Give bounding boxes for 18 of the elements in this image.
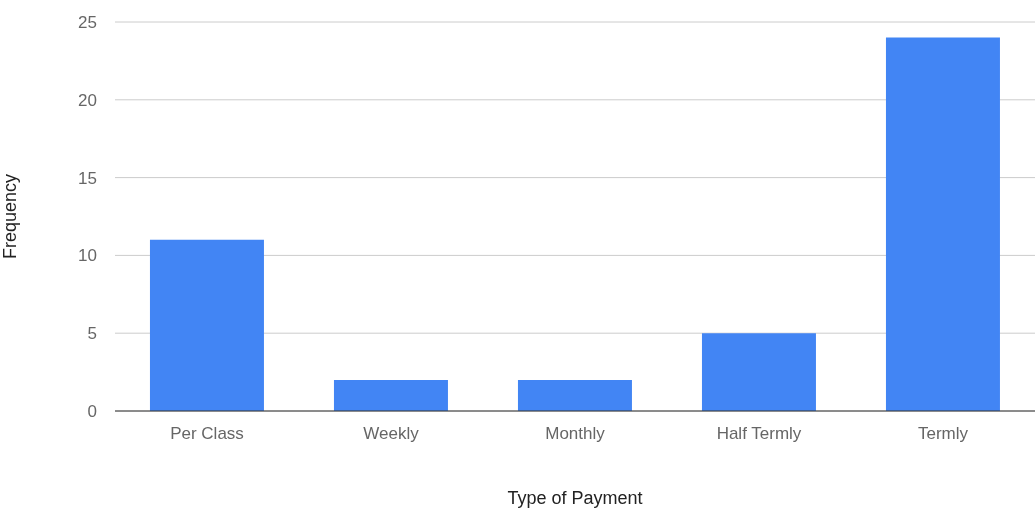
bar — [149, 239, 264, 411]
x-axis-title: Type of Payment — [507, 488, 643, 508]
bar — [885, 37, 1000, 411]
y-tick-label: 20 — [78, 90, 97, 110]
x-tick-label: Weekly — [363, 424, 420, 444]
x-tick-label: Half Termly — [716, 424, 802, 444]
bar — [333, 379, 448, 411]
bar — [517, 379, 632, 411]
x-tick-label: Termly — [917, 424, 969, 444]
x-tick-label: Monthly — [545, 424, 606, 444]
x-tick-label: Per Class — [170, 424, 244, 444]
y-axis-title: Frequency — [0, 173, 21, 260]
y-tick-label: 15 — [78, 168, 97, 188]
y-tick-label: 10 — [78, 246, 97, 266]
y-tick-label: 0 — [87, 402, 97, 422]
y-tick-label: 5 — [87, 324, 97, 344]
bar — [701, 333, 816, 411]
y-tick-label: 25 — [78, 13, 97, 33]
